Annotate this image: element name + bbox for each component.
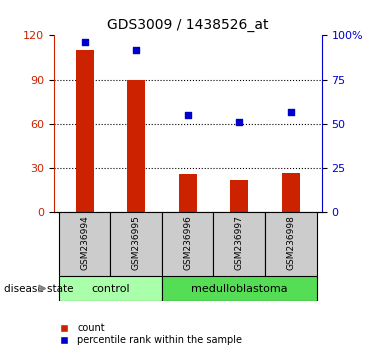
Point	[236, 119, 242, 125]
Point	[185, 112, 191, 118]
Text: GSM236998: GSM236998	[286, 216, 295, 270]
Bar	[265, 212, 317, 276]
Bar	[162, 276, 317, 301]
Bar	[110, 212, 162, 276]
Text: GSM236996: GSM236996	[183, 216, 192, 270]
Title: GDS3009 / 1438526_at: GDS3009 / 1438526_at	[107, 18, 268, 32]
Bar	[59, 276, 162, 301]
Text: disease state: disease state	[4, 284, 73, 293]
Bar	[75, 50, 93, 212]
Bar	[162, 212, 213, 276]
Text: GSM236994: GSM236994	[80, 216, 89, 270]
Point	[133, 47, 139, 52]
Legend: count, percentile rank within the sample: count, percentile rank within the sample	[51, 319, 246, 349]
Text: GSM236997: GSM236997	[235, 216, 244, 270]
Point	[288, 109, 294, 114]
Point	[82, 40, 88, 45]
Text: medulloblastoma: medulloblastoma	[191, 284, 288, 293]
Bar	[213, 212, 265, 276]
Bar	[282, 172, 300, 212]
Bar	[59, 212, 110, 276]
Text: GSM236995: GSM236995	[132, 216, 141, 270]
Bar	[127, 80, 145, 212]
Text: control: control	[91, 284, 130, 293]
Bar	[230, 180, 248, 212]
Bar	[178, 174, 197, 212]
